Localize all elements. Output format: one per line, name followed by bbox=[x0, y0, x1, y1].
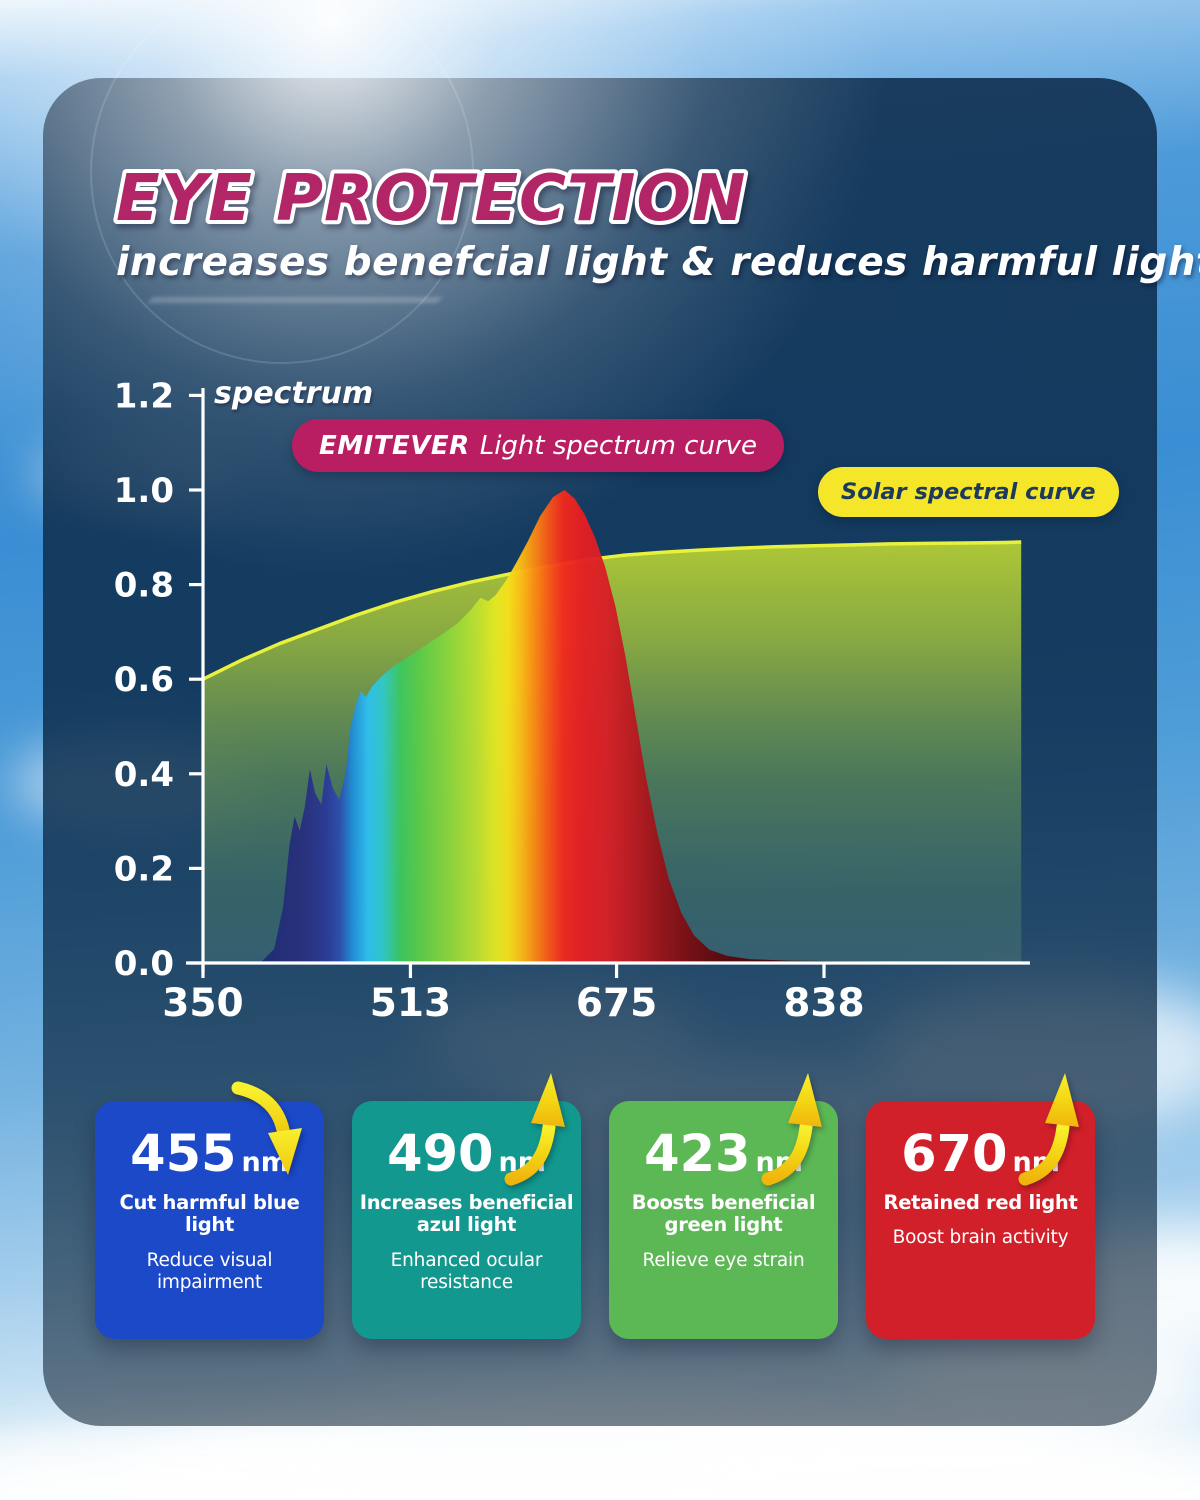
card-description: Relieve eye strain bbox=[642, 1249, 805, 1271]
y-axis-title: spectrum bbox=[214, 376, 374, 411]
wavelength-value: 423 bbox=[644, 1125, 751, 1184]
benefit-cards-row: 455 nm Cut harmful blue light Reduce vis… bbox=[95, 1073, 1105, 1339]
x-tick-label: 838 bbox=[783, 981, 864, 1026]
y-tick-label: 1.0 bbox=[114, 471, 174, 511]
y-tick-label: 0.0 bbox=[114, 944, 174, 984]
y-tick-label: 0.2 bbox=[114, 849, 174, 889]
x-tick-label: 675 bbox=[576, 981, 657, 1026]
emitever-series-label: Light spectrum curve bbox=[479, 430, 758, 461]
wavelength-value: 490 bbox=[387, 1125, 494, 1184]
card-description: Boost brain activity bbox=[892, 1227, 1069, 1249]
wavelength-value: 455 bbox=[130, 1125, 237, 1184]
page-subtitle: increases benefcial light & reduces harm… bbox=[116, 240, 1200, 285]
card-headline: Increases beneficial azul light bbox=[359, 1191, 574, 1237]
card-headline: Cut harmful blue light bbox=[119, 1191, 300, 1237]
card-490nm: 490 nm Increases beneficial azul light E… bbox=[352, 1073, 581, 1339]
wavelength-value: 670 bbox=[901, 1125, 1008, 1184]
title-container: EYE PROTECTION bbox=[112, 158, 749, 240]
x-tick-label: 350 bbox=[162, 981, 243, 1026]
card-description: Reduce visual impairment bbox=[146, 1249, 273, 1294]
card-423nm: 423 nm Boosts beneficial green light Rel… bbox=[609, 1073, 838, 1339]
emitever-legend-pill: EMITEVER Light spectrum curve bbox=[292, 419, 785, 472]
wavelength-unit: nm bbox=[755, 1147, 803, 1178]
y-tick-label: 0.8 bbox=[114, 566, 174, 606]
card-description: Enhanced ocular resistance bbox=[390, 1249, 543, 1294]
solar-series-label: Solar spectral curve bbox=[841, 479, 1096, 505]
emitever-brand-label: EMITEVER bbox=[319, 430, 470, 461]
y-tick-label: 1.2 bbox=[114, 376, 174, 416]
wavelength-value-row: 455 nm bbox=[95, 1129, 324, 1180]
x-tick-label: 513 bbox=[370, 981, 451, 1026]
page-title: EYE PROTECTION bbox=[116, 162, 746, 236]
card-670nm: 670 nm Retained red light Boost brain ac… bbox=[866, 1073, 1095, 1339]
emitever-series bbox=[260, 490, 1022, 963]
card-headline: Boosts beneficial green light bbox=[631, 1191, 816, 1237]
wavelength-value-row: 670 nm bbox=[866, 1129, 1095, 1180]
wavelength-unit: nm bbox=[498, 1147, 546, 1178]
y-tick-label: 0.4 bbox=[114, 755, 174, 795]
wavelength-unit: nm bbox=[241, 1147, 289, 1178]
wavelength-unit: nm bbox=[1012, 1147, 1060, 1178]
wavelength-value-row: 423 nm bbox=[609, 1129, 838, 1180]
wavelength-value-row: 490 nm bbox=[352, 1129, 581, 1180]
y-tick-label: 0.6 bbox=[114, 660, 174, 700]
emitever-area bbox=[260, 490, 1022, 963]
solar-legend-pill: Solar spectral curve bbox=[818, 467, 1119, 517]
card-455nm: 455 nm Cut harmful blue light Reduce vis… bbox=[95, 1081, 324, 1339]
card-headline: Retained red light bbox=[883, 1191, 1078, 1214]
